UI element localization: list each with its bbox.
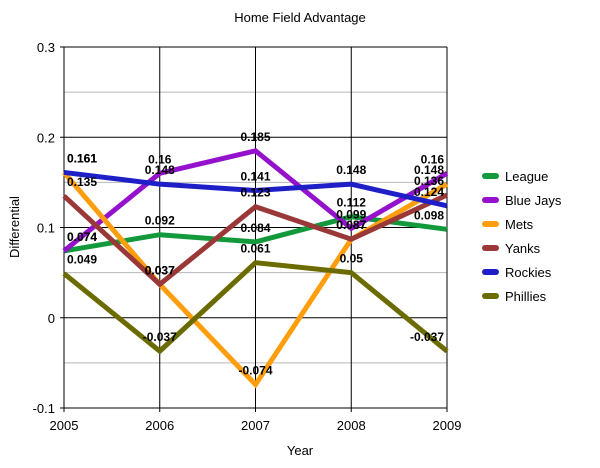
y-tick-label: -0.1: [33, 401, 55, 416]
series-line-blue-jays: [62, 148, 449, 253]
data-label: -0.037: [143, 330, 177, 344]
legend-label: Phillies: [505, 289, 547, 304]
data-label: -0.037: [410, 330, 444, 344]
x-axis-label: Year: [287, 443, 314, 458]
data-label: 0.074: [67, 230, 97, 244]
y-tick-label: 0: [48, 311, 55, 326]
x-tick-label: 2007: [241, 418, 270, 433]
legend-item-mets: Mets: [482, 217, 534, 232]
chart-title: Home Field Advantage: [234, 10, 366, 25]
data-labels: 0.0740.0920.0840.1120.0980.0740.160.1850…: [67, 130, 444, 378]
x-tick-label: 2008: [337, 418, 366, 433]
data-label: 0.049: [67, 253, 97, 267]
y-tick-label: 0.2: [37, 130, 55, 145]
legend-label: Blue Jays: [505, 193, 562, 208]
legend-item-blue-jays: Blue Jays: [482, 193, 562, 208]
x-tick-label: 2005: [50, 418, 79, 433]
series-line-phillies: [62, 260, 449, 355]
data-label: 0.037: [145, 263, 175, 277]
legend-item-yanks: Yanks: [482, 241, 541, 256]
data-label: 0.092: [145, 214, 175, 228]
data-label: 0.112: [337, 196, 367, 210]
data-label: 0.148: [336, 163, 366, 177]
legend-item-league: League: [482, 169, 548, 184]
data-label: 0.161: [67, 151, 97, 165]
data-label: -0.074: [238, 364, 272, 378]
data-label: 0.135: [67, 175, 97, 189]
data-label: 0.148: [145, 163, 175, 177]
data-label: 0.098: [414, 208, 444, 222]
y-tick-label: 0.1: [37, 221, 55, 236]
series-lines: [62, 148, 449, 389]
data-label: 0.084: [240, 221, 270, 235]
series-line-rockies: [63, 169, 448, 209]
legend-label: League: [505, 169, 548, 184]
y-axis-label: Differential: [7, 196, 22, 258]
data-label: 0.136: [414, 174, 444, 188]
legend-label: Yanks: [505, 241, 541, 256]
y-tick-label: 0.3: [37, 40, 55, 55]
data-label: 0.16: [148, 152, 172, 166]
series-line-yanks: [62, 192, 449, 288]
data-label: 0.185: [240, 130, 270, 144]
data-label: 0.141: [240, 169, 270, 183]
data-label: 0.16: [421, 152, 445, 166]
x-tick-label: 2006: [145, 418, 174, 433]
data-label: 0.099: [336, 207, 366, 221]
legend-item-phillies: Phillies: [482, 289, 547, 304]
data-label: 0.061: [240, 242, 270, 256]
x-tick-label: 2009: [433, 418, 462, 433]
data-label: 0.161: [67, 151, 97, 165]
data-label: 0.087: [336, 218, 366, 232]
data-label: 0.087: [336, 218, 366, 232]
data-label: 0.124: [414, 185, 444, 199]
data-label: 0.074: [67, 230, 97, 244]
data-label: 0.05: [340, 252, 364, 266]
legend: League Blue Jays Mets Yanks Rockies Phillies: [482, 169, 562, 304]
series-line-mets: [62, 170, 449, 389]
legend-label: Mets: [505, 217, 534, 232]
data-label: 0.123: [240, 186, 270, 200]
legend-item-rockies: Rockies: [482, 265, 552, 280]
x-axis-ticks: 2005 2006 2007 2008 2009: [50, 418, 462, 433]
y-axis-ticks: -0.1 0 0.1 0.2 0.3: [33, 40, 55, 416]
legend-label: Rockies: [505, 265, 552, 280]
data-label: 0.037: [145, 263, 175, 277]
data-label: 0.148: [414, 163, 444, 177]
